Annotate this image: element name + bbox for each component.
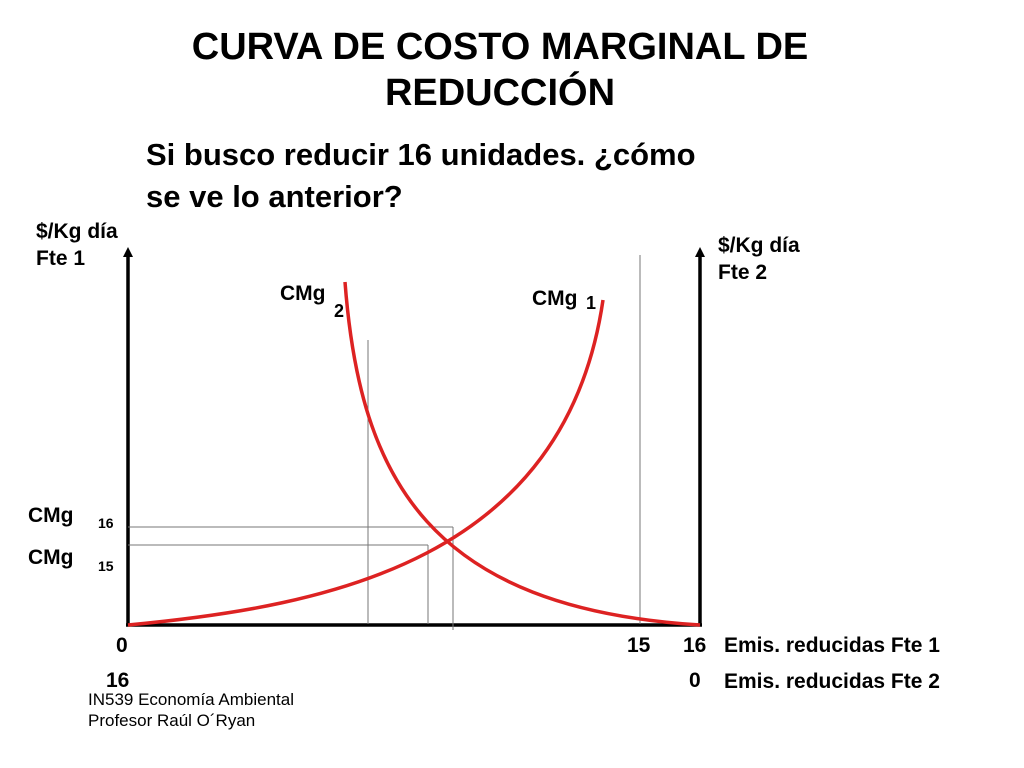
tick-right-0: 0 xyxy=(689,669,701,692)
cmg15-label: CMg xyxy=(28,546,74,569)
title-line-1: CURVA DE COSTO MARGINAL DE xyxy=(191,26,809,68)
xaxis-label-fte2: Emis. reducidas Fte 2 xyxy=(724,670,940,693)
curve-label-cmg1-text: CMg xyxy=(532,287,578,310)
title-line-2: REDUCCIÓN xyxy=(384,72,616,114)
curve-label-cmg2-text: CMg xyxy=(280,282,326,305)
slide-subtitle: Si busco reducir 16 unidades. ¿cómo se v… xyxy=(146,134,866,218)
xaxis-label-fte1: Emis. reducidas Fte 1 xyxy=(724,634,940,657)
footer-professor: Profesor Raúl O´Ryan xyxy=(88,711,256,730)
tick-left-top: 0 xyxy=(116,634,128,657)
curve-cmg1 xyxy=(127,299,605,627)
right-axis-label: $/Kg día Fte 2 xyxy=(718,232,800,286)
curve-label-cmg1: CMg xyxy=(532,285,578,312)
footer-course: IN539 Economía Ambiental xyxy=(88,690,295,709)
cmg16-subscript: 16 xyxy=(98,515,114,531)
tick-left-bottom: 16 xyxy=(106,669,130,692)
slide-title: CURVA DE COSTO MARGINAL DE REDUCCIÓN xyxy=(0,24,1000,116)
footer: IN539 Economía Ambiental Profesor Raúl O… xyxy=(88,689,294,731)
tick-right-16: 16 xyxy=(683,634,707,657)
curve-label-cmg2-subscript: 2 xyxy=(334,301,345,321)
right-axis-label-line-1: $/Kg día xyxy=(718,234,800,257)
left-axis-label-line-2: Fte 1 xyxy=(36,247,86,270)
curve-label-cmg2: CMg xyxy=(280,280,326,307)
subtitle-line-2: se ve lo anterior? xyxy=(146,179,403,214)
tick-right-15: 15 xyxy=(627,634,651,657)
left-axis-label: $/Kg día Fte 1 xyxy=(36,218,118,272)
curve-label-cmg1-subscript: 1 xyxy=(586,293,597,313)
left-axis-label-line-1: $/Kg día xyxy=(36,220,118,243)
subtitle-line-1: Si busco reducir 16 unidades. ¿cómo xyxy=(146,137,696,172)
curve-cmg2 xyxy=(343,281,701,627)
cmg16-label: CMg xyxy=(28,504,74,527)
right-axis-label-line-2: Fte 2 xyxy=(718,261,768,284)
cmg15-subscript: 15 xyxy=(98,558,114,574)
